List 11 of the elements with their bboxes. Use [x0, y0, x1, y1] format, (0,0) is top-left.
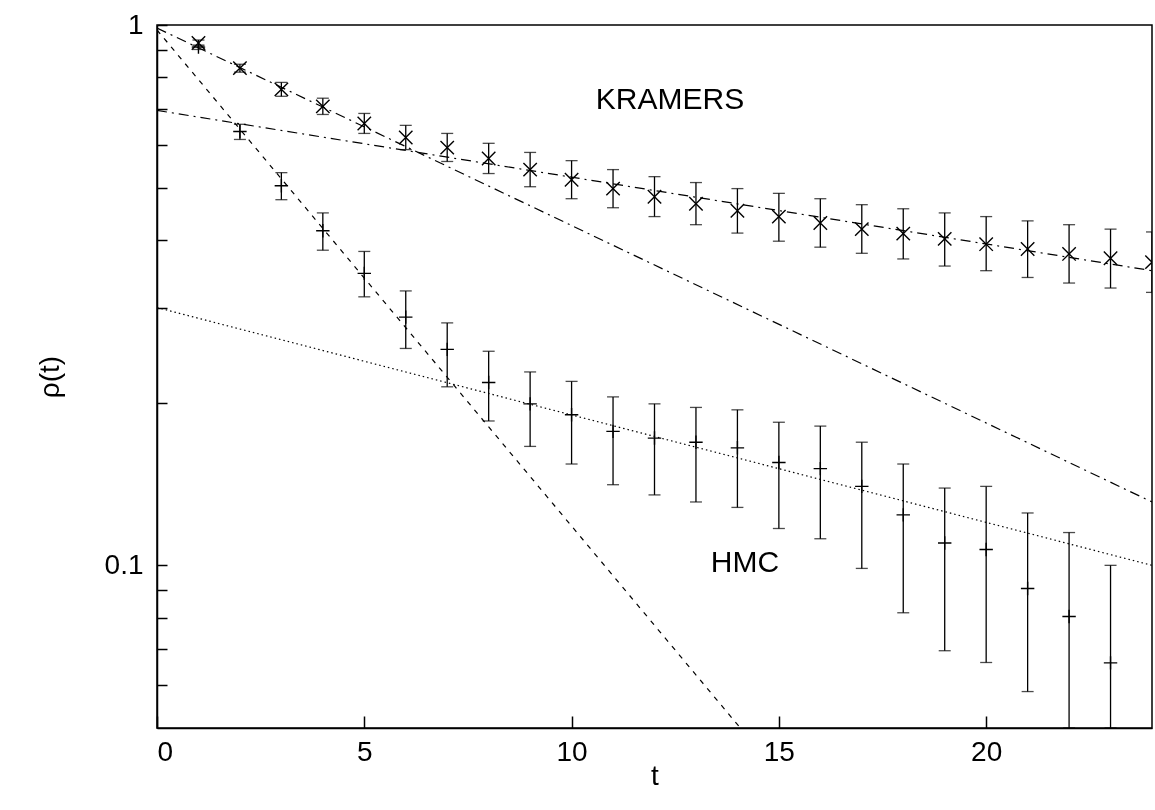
- text: HMC: [710, 545, 780, 578]
- x-tick-label: 15: [763, 735, 795, 767]
- x-axis-title: t: [651, 759, 660, 791]
- x-tick-label: 20: [971, 735, 1003, 767]
- y-tick-label: 0.1: [104, 548, 144, 580]
- y-tick-label: 1: [127, 8, 144, 40]
- y-axis-title: ρ(t): [33, 355, 65, 399]
- x-tick-label: 0: [157, 735, 174, 767]
- text: KRAMERS: [595, 82, 745, 115]
- x-tick-label: 5: [357, 735, 373, 767]
- x-tick-label: 10: [556, 735, 588, 767]
